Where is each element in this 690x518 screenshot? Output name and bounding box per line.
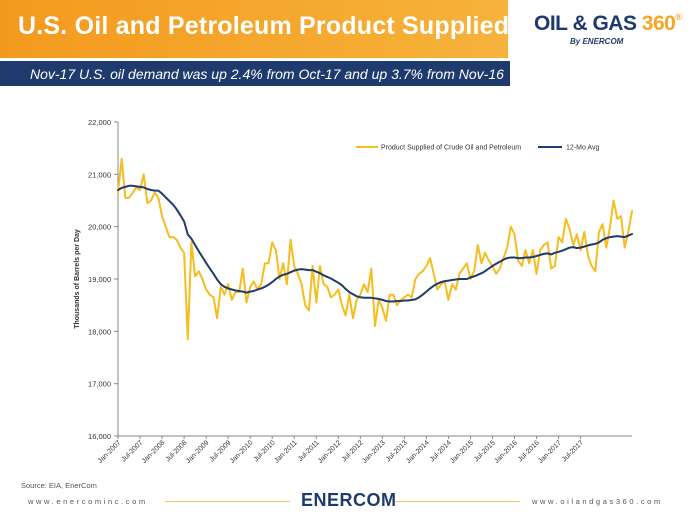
- x-tick-label: Jan-2012: [317, 439, 343, 465]
- x-tick-label: Jan-2007: [97, 439, 123, 465]
- footer-right-url[interactable]: www.oilandgas360.com: [532, 497, 663, 506]
- footer-divider-right: [395, 501, 520, 502]
- y-tick-label: 19,000: [88, 275, 111, 284]
- y-tick-label: 21,000: [88, 170, 111, 179]
- subtitle-bar: Nov-17 U.S. oil demand was up 2.4% from …: [0, 61, 510, 86]
- x-tick-label: Jan-2009: [185, 439, 211, 465]
- y-tick-label: 18,000: [88, 327, 111, 336]
- x-tick-label: Jan-2015: [449, 439, 475, 465]
- series-line-12mo-avg: [117, 184, 633, 303]
- x-tick-label: Jan-2014: [405, 439, 431, 465]
- y-tick-label: 17,000: [88, 380, 111, 389]
- x-tick-label: Jan-2016: [493, 439, 519, 465]
- legend-label-product-supplied: Product Supplied of Crude Oil and Petrol…: [381, 145, 521, 152]
- page-title: U.S. Oil and Petroleum Product Supplied: [18, 12, 510, 40]
- source-note: Source: EIA, EnerCom: [21, 481, 97, 490]
- footer-divider-left: [165, 501, 290, 502]
- logo-wordmark: OIL & GAS 360®: [534, 12, 682, 36]
- x-tick-label: Jul-2017: [561, 439, 585, 463]
- y-axis-title: Thousands of Barrels per Day: [74, 229, 81, 329]
- x-tick-label: Jan-2008: [141, 439, 167, 465]
- header-bar: U.S. Oil and Petroleum Product Supplied …: [0, 0, 690, 58]
- y-tick-label: 20,000: [88, 223, 111, 232]
- x-tick-label: Jan-2011: [273, 439, 298, 464]
- footer-left-url[interactable]: www.enercominc.com: [28, 497, 148, 506]
- y-tick-label: 16,000: [88, 432, 111, 441]
- legend-label-12mo-avg: 12-Mo Avg: [566, 145, 599, 152]
- x-tick-label: Jan-2013: [361, 439, 387, 465]
- logo-byline: By ENERCOM: [570, 37, 624, 46]
- oil-gas-360-logo: OIL & GAS 360® By ENERCOM: [508, 0, 690, 58]
- logo-oil-gas-text: OIL & GAS: [534, 12, 642, 35]
- oil-demand-line-chart: 16,000 17,000 18,000 19,000 20,000 21,000 22,0…: [74, 118, 633, 465]
- y-tick-label: 22,000: [88, 118, 111, 127]
- subtitle-text: Nov-17 U.S. oil demand was up 2.4% from …: [30, 66, 504, 82]
- x-tick-label: Jan-2010: [229, 439, 255, 465]
- x-tick-label: Jan-2017: [537, 439, 563, 465]
- logo-number-text: 360: [641, 12, 676, 35]
- logo-registered-mark: ®: [675, 12, 682, 22]
- enercom-footer-logo: ENERCOM: [301, 490, 397, 510]
- series-line-product-supplied: [117, 157, 633, 341]
